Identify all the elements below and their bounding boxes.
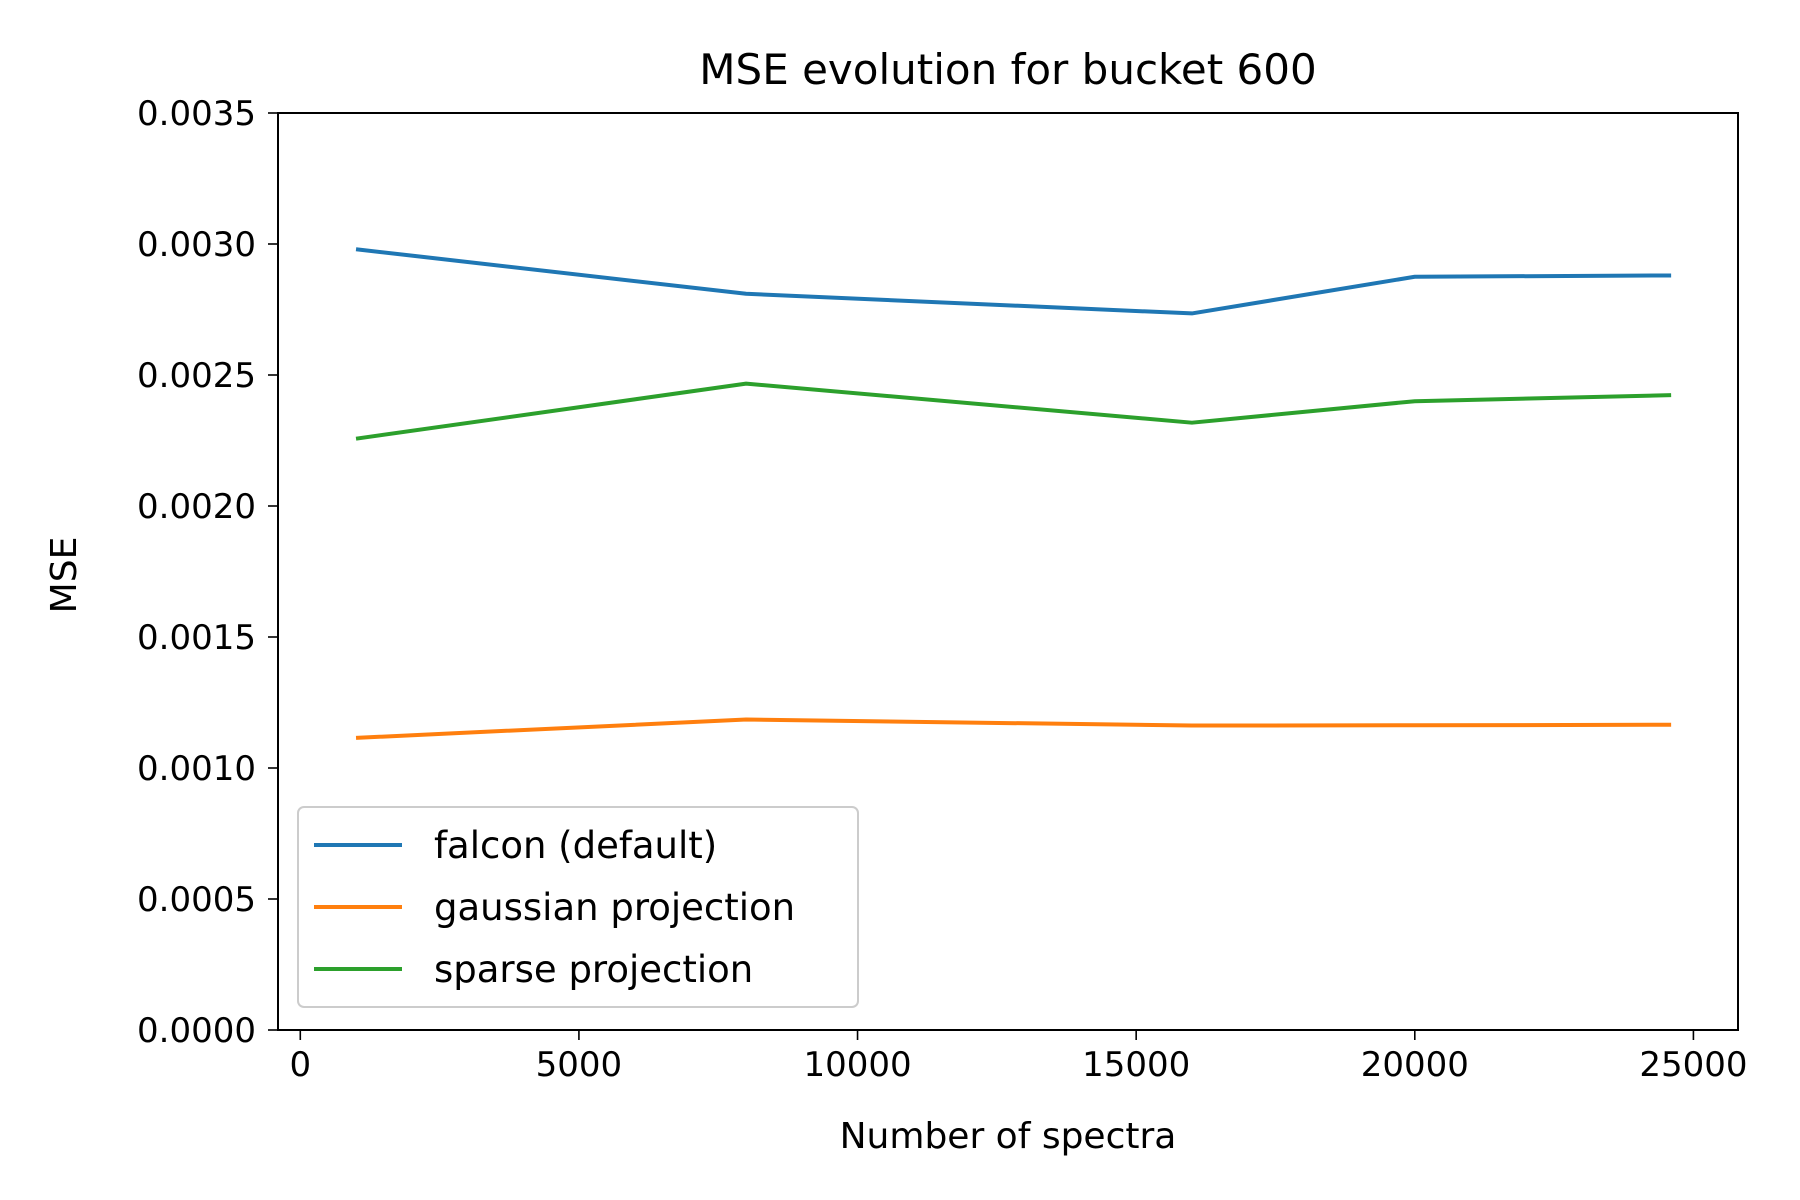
series-line-2 (355, 381, 1672, 441)
legend-box (297, 806, 859, 1008)
y-tick-label: 0.0025 (137, 356, 256, 396)
x-tick-label: 0 (289, 1045, 311, 1085)
y-axis-label: MSE (44, 537, 85, 614)
legend-label-2: sparse projection (434, 948, 753, 991)
x-tick-label: 25000 (1639, 1045, 1747, 1085)
x-tick-label: 20000 (1361, 1045, 1469, 1085)
plot-frame (277, 112, 1739, 1031)
y-tick-label: 0.0020 (137, 487, 256, 527)
x-tick-label: 15000 (1082, 1045, 1190, 1085)
series-line-1 (355, 717, 1672, 740)
y-tick-label: 0.0005 (137, 880, 256, 920)
y-tick-label: 0.0000 (137, 1011, 256, 1051)
x-axis-label: Number of spectra (840, 1116, 1177, 1157)
plot-area: 0 5000 10000 15000 20000 25000 0.0000 0.0005 0.0… (137, 94, 1747, 1085)
y-tick-label: 0.0010 (137, 749, 256, 789)
x-tick-label: 5000 (536, 1045, 623, 1085)
y-tick-label: 0.0015 (137, 618, 256, 658)
legend-label-0: falcon (default) (434, 824, 717, 867)
x-tick-label: 10000 (803, 1045, 911, 1085)
chart-title: MSE evolution for bucket 600 (699, 45, 1316, 94)
legend-label-1: gaussian projection (434, 886, 795, 929)
y-tick-label: 0.0030 (137, 225, 256, 265)
series-line-0 (355, 247, 1672, 316)
y-tick-label: 0.0035 (137, 94, 256, 134)
